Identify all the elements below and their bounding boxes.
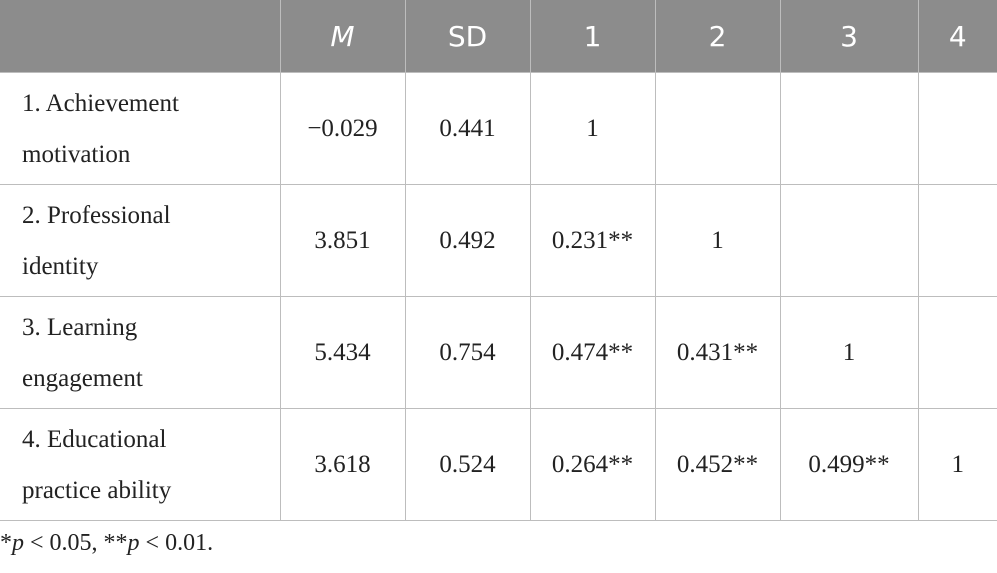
footnote-part: p [12,530,24,556]
cell: 0.452** [654,408,781,521]
empty-cell [779,72,919,185]
header-cell: 3 [779,0,918,73]
cell: 0.524 [404,408,531,521]
table-row: 3. Learning engagement 5.434 0.754 0.474** 0… [0,296,997,409]
footnote: *p < 0.05, **p < 0.01. [0,530,213,557]
header-row: M SD 1 2 3 4 [0,0,997,73]
empty-cell [917,72,997,185]
cell: 0.441 [404,72,531,185]
empty-cell [917,184,997,297]
cell: −0.029 [279,72,406,185]
header-cell: 2 [654,0,780,73]
header-cell [0,0,280,73]
footnote-part: < 0.01. [139,530,214,556]
empty-cell [654,72,781,185]
footnote-part: < 0.05, ** [24,530,128,556]
cell: 0.492 [404,184,531,297]
cell: 0.754 [404,296,531,409]
header-cell: SD [404,0,530,73]
table-row: 1. Achievement motivation −0.029 0.441 1 [0,72,997,185]
cell: 0.474** [529,296,656,409]
footnote-part: p [127,530,140,556]
table-row: 4. Educational practice ability 3.618 0.52… [0,408,997,521]
row-label: 1. Achievement motivation [0,72,281,185]
cell: 1 [779,296,919,409]
correlation-table: M SD 1 2 3 4 1. Achievement motivation −0.029 0… [0,0,997,521]
cell: 5.434 [279,296,406,409]
cell: 3.851 [279,184,406,297]
header-cell: M [279,0,405,73]
cell: 1 [654,184,781,297]
cell: 0.264** [529,408,656,521]
empty-cell [917,296,997,409]
cell: 0.499** [779,408,919,521]
row-label: 2. Professional identity [0,184,281,297]
table-row: 2. Professional identity 3.851 0.492 0.231*… [0,184,997,297]
cell: 3.618 [279,408,406,521]
table-body: 1. Achievement motivation −0.029 0.441 1 2. … [0,72,997,521]
cell: 1 [529,72,656,185]
empty-cell [779,184,919,297]
row-label: 4. Educational practice ability [0,408,281,521]
header-cell: 4 [917,0,997,73]
cell: 0.431** [654,296,781,409]
cell: 1 [917,408,997,521]
cell: 0.231** [529,184,656,297]
header-cell: 1 [529,0,655,73]
footnote-part: * [0,530,12,556]
row-label: 3. Learning engagement [0,296,281,409]
